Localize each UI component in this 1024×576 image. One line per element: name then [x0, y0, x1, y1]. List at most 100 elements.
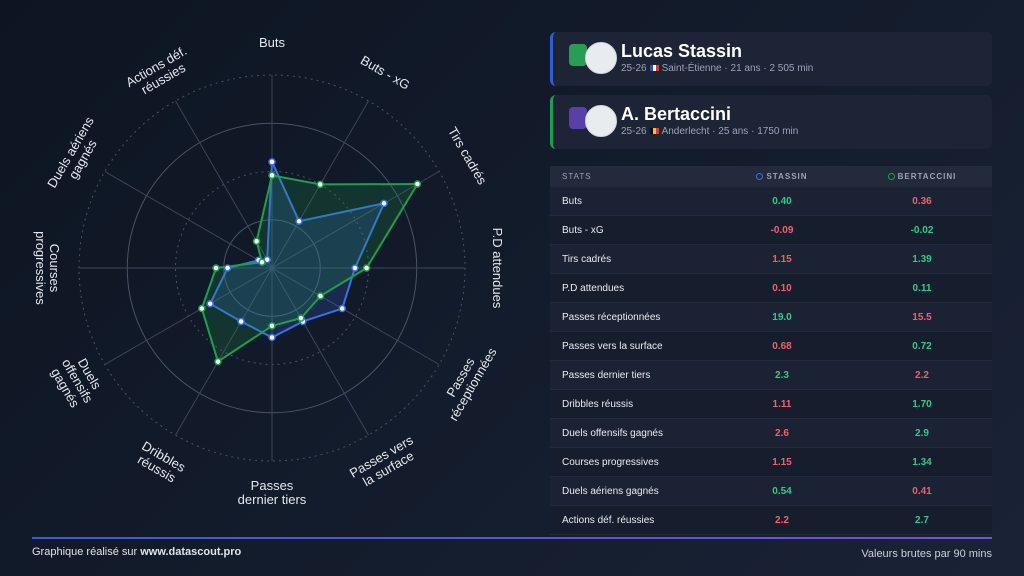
table-row: P.D attendues 0.10 0.11 [550, 274, 992, 303]
stat-name: Passes dernier tiers [562, 369, 651, 381]
data-point [316, 292, 325, 300]
player-name: Lucas Stassin [621, 41, 743, 61]
stat-value: 2.9 [915, 427, 929, 439]
data-point [206, 299, 214, 308]
stat-value: 1.34 [912, 456, 932, 468]
header-cell: STATS [550, 172, 712, 181]
stat-value: 2.7 [915, 514, 929, 526]
stat-value: 19.0 [772, 311, 792, 323]
data-point [362, 264, 371, 272]
stat-value: 0.68 [772, 340, 792, 352]
stat-value: 2.2 [775, 514, 789, 526]
stat-value: 2.3 [775, 369, 789, 381]
header-cell: STASSIN [712, 172, 852, 181]
axis-label: Buts [258, 35, 285, 50]
header-text: BERTACCINI [897, 171, 957, 181]
radar-chart [78, 74, 466, 462]
flag [649, 65, 659, 71]
stat-name: Actions déf. réussies [562, 514, 655, 526]
stat-value: 0.10 [772, 282, 792, 294]
club-logo [569, 44, 587, 66]
club: Anderlecht [661, 126, 710, 137]
data-point [268, 333, 276, 342]
data-point [351, 264, 359, 272]
stat-value: 2.2 [915, 369, 929, 381]
table-row: Courses progressives 1.15 1.34 [550, 448, 992, 477]
spoke [271, 267, 440, 365]
table-row: Passes réceptionnées 19.0 15.5 [550, 303, 992, 332]
stat-value: 15.5 [912, 311, 932, 323]
data-point [338, 304, 346, 313]
table-row: Passes dernier tiers 2.3 2.2 [550, 361, 992, 390]
table-row: Duels aériens gagnés 0.54 0.41 [550, 477, 992, 506]
age: 25 ans [718, 126, 749, 137]
data-point [380, 199, 388, 208]
table-row: Actions déf. réussies 2.2 2.7 [550, 506, 992, 535]
minutes: 2 505 min [769, 63, 814, 74]
data-point [268, 158, 276, 166]
minutes: 1750 min [757, 126, 799, 137]
stat-name: Passes vers la surface [562, 340, 663, 352]
data-point [297, 314, 305, 322]
data-point [198, 304, 206, 313]
spoke [175, 267, 273, 436]
age: 21 ans [730, 63, 761, 74]
player-card: Lucas Stassin 25-26 Saint-Étienne · 21 an… [550, 32, 992, 86]
stat-value: 1.11 [772, 398, 792, 410]
player-name: A. Bertaccini [621, 104, 732, 124]
stats-table: STATS STASSIN BERTACCINI Buts 0.40 0.36 Buts -… [550, 166, 992, 535]
data-point [223, 264, 232, 272]
series-dot [887, 172, 895, 180]
stat-name: P.D attendues [562, 282, 625, 294]
player-meta: 25-26 Anderlecht · 25 ans · 1750 min [621, 126, 799, 137]
data-point [212, 264, 220, 272]
stat-value: 0.11 [912, 282, 932, 294]
credit: Graphique réalisé sur www.datascout.pro [32, 546, 241, 558]
club: Saint-Étienne [661, 63, 722, 74]
axis-label: P.D attendues [490, 227, 505, 309]
stat-value: 2.6 [775, 427, 789, 439]
data-point [252, 237, 261, 246]
stat-name: Passes réceptionnées [562, 311, 661, 323]
data-point [268, 171, 276, 180]
stat-value: 0.72 [912, 340, 932, 352]
data-point [258, 258, 266, 266]
stat-name: Duels offensifs gagnés [562, 427, 663, 439]
stat-name: Dribbles réussis [562, 398, 634, 410]
table-row: Buts - xG -0.09 -0.02 [550, 216, 992, 245]
data-point [316, 180, 324, 189]
stat-name: Duels aériens gagnés [562, 485, 659, 497]
data-point [268, 322, 276, 330]
axis-label: Courses progressives [33, 231, 62, 305]
table-header: STATS STASSIN BERTACCINI [550, 166, 992, 187]
stat-value: 0.36 [912, 195, 932, 207]
data-point [413, 180, 422, 188]
stat-value: 1.70 [912, 398, 932, 410]
table-row: Tirs cadrés 1.15 1.39 [550, 245, 992, 274]
stat-value: 0.54 [772, 485, 792, 497]
series-dot [756, 172, 764, 180]
table-row: Dribbles réussis 1.11 1.70 [550, 390, 992, 419]
credit-link: www.datascout.pro [140, 546, 242, 558]
season: 25-26 [621, 63, 647, 74]
spoke [104, 267, 273, 365]
spoke [104, 171, 273, 269]
season: 25-26 [621, 126, 647, 137]
stat-value: 0.40 [772, 195, 792, 207]
stat-value: 1.39 [912, 253, 932, 265]
stat-value: 1.15 [772, 456, 792, 468]
table-row: Duels offensifs gagnés 2.6 2.9 [550, 419, 992, 448]
stat-name: Courses progressives [562, 456, 659, 468]
credit-prefix: Graphique réalisé sur [32, 546, 138, 558]
footer-note: Valeurs brutes par 90 mins [861, 548, 992, 560]
stat-value: 1.15 [772, 253, 792, 265]
spoke [271, 267, 369, 436]
stat-name: Buts - xG [562, 224, 604, 236]
flag [649, 128, 659, 134]
header-text: STASSIN [766, 171, 808, 181]
axis-label: Passes dernier tiers [237, 478, 307, 507]
data-point [237, 317, 245, 326]
stat-value: -0.09 [770, 224, 794, 236]
stat-value: -0.02 [910, 224, 934, 236]
player-photo [585, 105, 617, 137]
